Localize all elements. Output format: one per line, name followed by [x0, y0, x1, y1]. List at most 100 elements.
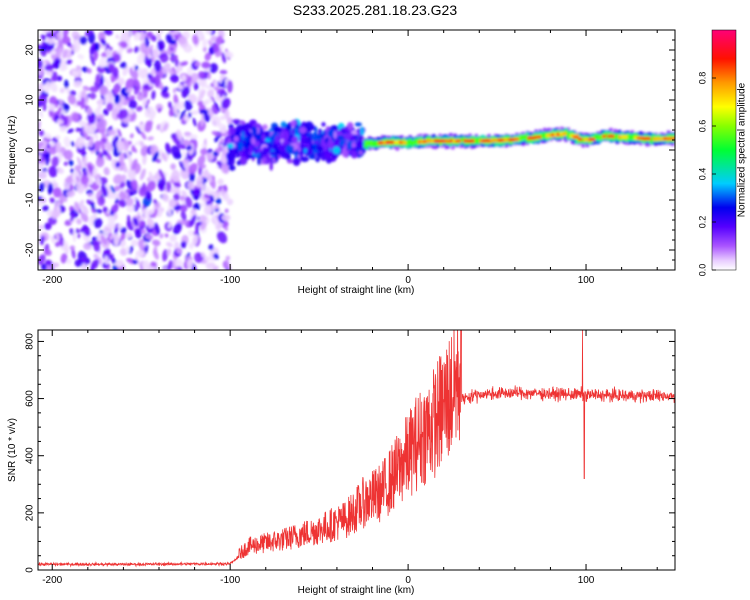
heat-blob: [107, 215, 116, 225]
heat-blob: [218, 78, 223, 84]
heat-blob: [98, 56, 107, 68]
heat-blob: [200, 113, 204, 127]
heat-blob: [161, 193, 170, 203]
heat-blob: [222, 193, 230, 201]
ridge-core: [642, 136, 651, 141]
heat-blob: [59, 87, 65, 94]
heat-blob: [249, 144, 253, 154]
heat-blob: [207, 72, 211, 80]
heat-blob: [51, 262, 60, 268]
heat-blob: [72, 231, 77, 243]
heat-blob: [116, 140, 126, 152]
heat-blob: [212, 151, 219, 157]
heat-blob: [262, 147, 271, 154]
heat-blob: [158, 43, 163, 50]
heat-blob: [213, 204, 220, 210]
heat-blob: [187, 181, 195, 190]
heat-blob: [226, 117, 234, 125]
heat-blob: [132, 259, 139, 265]
heat-blob: [72, 113, 80, 123]
heat-blob: [83, 141, 90, 148]
heat-blob: [49, 141, 56, 147]
heat-blob: [118, 108, 129, 119]
heat-blob: [129, 133, 134, 139]
heat-blob: [95, 73, 101, 85]
heat-blob: [216, 160, 221, 166]
heat-blob: [38, 120, 41, 132]
heat-blob: [354, 122, 362, 127]
ridge-segment: [564, 129, 568, 135]
heat-blob: [194, 202, 201, 210]
heat-blob: [333, 131, 337, 140]
heat-blob: [70, 168, 74, 174]
heat-blob: [64, 244, 69, 255]
ridge-core: [572, 135, 580, 139]
heat-blob: [176, 247, 183, 254]
heat-blob: [83, 122, 92, 135]
heat-blob: [122, 165, 128, 173]
heat-blob: [82, 155, 88, 168]
heat-blob: [218, 122, 227, 134]
heat-blob: [219, 69, 228, 75]
heat-blob: [118, 191, 127, 201]
heat-blob: [237, 141, 244, 151]
heat-blob: [133, 31, 142, 41]
heat-blob: [140, 145, 149, 157]
heat-blob: [60, 253, 68, 264]
ridge-segment: [410, 140, 415, 146]
heat-blob: [346, 140, 352, 151]
heat-blob: [146, 44, 154, 56]
heat-blob: [135, 126, 142, 135]
heat-blob: [263, 130, 271, 136]
heat-blob: [136, 105, 143, 112]
heat-blob: [220, 163, 230, 174]
heat-blob: [89, 122, 97, 135]
heat-blob: [176, 129, 183, 141]
heat-blob: [75, 127, 81, 132]
heat-blob: [66, 258, 72, 265]
heat-blob: [75, 175, 80, 183]
heat-blob: [187, 229, 194, 237]
heat-blob: [163, 123, 169, 131]
heat-blob: [51, 209, 60, 219]
heat-blob: [202, 38, 208, 48]
ridge-core: [652, 137, 657, 141]
heat-blob: [167, 101, 173, 109]
heat-blob: [300, 156, 309, 163]
x-tick-label: 0: [405, 275, 411, 286]
colorbar: 0.0 0.2 0.4 0.6 0.8 Normalized spectral ampl…: [697, 29, 748, 276]
heat-blob: [167, 205, 172, 217]
heat-blob: [347, 121, 354, 130]
ridge-core: [607, 134, 615, 138]
ridge-segment: [476, 138, 481, 144]
heat-blob: [163, 265, 168, 270]
heat-blob: [84, 30, 94, 37]
ridge-core: [503, 138, 509, 142]
heat-blob: [91, 236, 98, 242]
heat-blob: [40, 34, 47, 41]
heat-blob: [200, 221, 207, 231]
heat-blob: [358, 150, 363, 155]
heat-blob: [187, 112, 192, 118]
heat-blob: [49, 81, 58, 93]
ridge-segment: [519, 134, 523, 141]
heat-blob: [80, 96, 85, 110]
ridge-segment: [626, 133, 630, 139]
heat-blob: [165, 142, 171, 155]
heat-blob: [208, 192, 215, 202]
heat-blob: [350, 150, 358, 159]
heat-blob: [66, 190, 76, 198]
ridge-segment: [474, 137, 479, 144]
heat-blob: [225, 255, 231, 261]
heat-blob: [175, 259, 184, 269]
heat-blob: [58, 195, 68, 203]
heat-blob: [132, 217, 139, 227]
heat-blob: [197, 100, 204, 107]
heat-blob: [106, 222, 116, 230]
heat-blob: [192, 34, 199, 45]
ridge-segment: [581, 137, 585, 143]
heat-blob: [52, 71, 58, 82]
x-tick-label: -100: [220, 275, 240, 286]
heat-blob: [190, 134, 198, 140]
figure-title: S233.2025.281.18.23.G23: [292, 2, 458, 18]
